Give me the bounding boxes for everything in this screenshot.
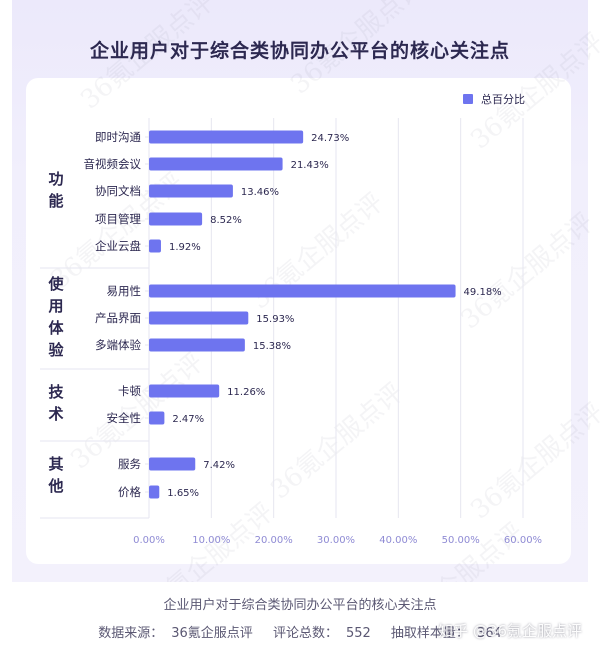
bar — [149, 311, 249, 325]
category-label: 多端体验 — [95, 338, 141, 352]
group-label-char: 使 — [47, 275, 64, 293]
bar-value-label: 2.47% — [172, 414, 204, 425]
bar-value-label: 21.43% — [291, 160, 329, 171]
bar-value-label: 11.26% — [227, 387, 265, 398]
group-label-char: 体 — [48, 319, 64, 337]
group-label-char: 技 — [48, 383, 64, 401]
x-tick-label: 40.00% — [379, 535, 417, 546]
category-label: 即时沟通 — [95, 130, 141, 144]
review-info: 评论总数： 552 — [269, 626, 375, 641]
review-count-value: 552 — [345, 626, 371, 641]
x-tick-label: 30.00% — [317, 535, 355, 546]
data-source-label: 数据来源： — [98, 626, 164, 641]
group-label: 功能 — [48, 170, 63, 210]
x-axis-ticks: 0.00% 10.00% 20.00% 30.00% 40.00% 50.00% 60.00… — [133, 535, 542, 546]
bar — [149, 130, 304, 144]
group-label-char: 能 — [48, 192, 63, 210]
category-label: 产品界面 — [95, 311, 141, 325]
bar — [149, 212, 203, 226]
watermark-text: 36氪企服点评 — [285, 0, 429, 100]
group-label-char: 用 — [48, 297, 63, 315]
sample-value: 364 — [476, 626, 502, 641]
legend: 总百分比 — [463, 92, 525, 106]
bar — [149, 384, 220, 398]
review-count-label: 评论总数： — [272, 626, 338, 641]
bar — [149, 239, 161, 253]
bar — [149, 184, 233, 198]
chart-title: 企业用户对于综合类协同办公平台的核心关注点 — [89, 40, 510, 62]
group-label-char: 他 — [47, 477, 63, 495]
bar — [149, 457, 196, 471]
x-tick-label: 0.00% — [133, 535, 165, 546]
zhihu-watermark: 知乎 @36氪企服点评 — [438, 622, 582, 640]
category-label: 安全性 — [107, 411, 142, 425]
category-label: 音视频会议 — [84, 157, 142, 171]
bar-value-label: 49.18% — [464, 287, 502, 298]
watermark-text: 36氪企服点评 — [455, 208, 599, 336]
watermark-text: 36氪企服点评 — [75, 0, 219, 115]
watermark-text: 36氪企服点评 — [265, 378, 409, 506]
legend-swatch — [463, 94, 473, 104]
sample-info: 抽取样本量： 364 — [387, 626, 506, 641]
bar — [149, 284, 456, 298]
bars: 即时沟通 24.73% 音视频会议 21.43% 协同文档 13.46% 项目管理 8.52%… — [84, 130, 502, 499]
bar-value-label: 1.65% — [167, 488, 199, 499]
watermark-text: 36氪企服点评 — [385, 518, 529, 582]
bar-value-label: 1.92% — [169, 242, 201, 253]
bar-value-label: 15.38% — [253, 341, 291, 352]
watermark-text: 36氪企服点评 — [465, 398, 600, 526]
bar — [149, 411, 165, 425]
bar — [149, 157, 283, 171]
bar — [149, 338, 245, 352]
group-label: 技术 — [48, 383, 64, 423]
group-label-char: 其 — [48, 455, 63, 473]
group-label-char: 术 — [48, 405, 63, 423]
bar-value-label: 15.93% — [256, 314, 294, 325]
group-label-char: 验 — [48, 341, 64, 359]
data-source-value: 36氪企服点评 — [171, 626, 253, 641]
category-label: 企业云盘 — [95, 239, 141, 253]
x-tick-label: 60.00% — [504, 535, 542, 546]
bar-value-label: 7.42% — [203, 460, 235, 471]
bar-value-label: 13.46% — [241, 187, 279, 198]
legend-label: 总百分比 — [481, 92, 525, 106]
sample-label: 抽取样本量： — [390, 626, 469, 641]
x-tick-label: 50.00% — [442, 535, 480, 546]
category-label: 价格 — [118, 485, 141, 499]
figure-caption: 企业用户对于综合类协同办公平台的核心关注点 — [163, 598, 437, 613]
bar-value-label: 8.52% — [210, 215, 242, 226]
group-label-char: 功 — [48, 170, 63, 188]
watermark-text: 36氪企服点评 — [465, 28, 600, 156]
category-label: 协同文档 — [95, 184, 141, 198]
bar-value-label: 24.73% — [311, 133, 349, 144]
category-label: 卡顿 — [118, 384, 141, 398]
x-tick-label: 10.00% — [192, 535, 230, 546]
chart-card — [26, 78, 571, 564]
source-line: 数据来源： 36氪企服点评 评论总数： 552 抽取样本量： 364 — [0, 622, 600, 641]
source-info: 数据来源： 36氪企服点评 — [94, 626, 257, 641]
category-label: 项目管理 — [95, 212, 141, 226]
category-label: 服务 — [118, 457, 141, 471]
category-label: 易用性 — [107, 284, 142, 298]
group-label: 其他 — [47, 455, 63, 495]
bar — [149, 485, 160, 499]
x-tick-label: 20.00% — [255, 535, 293, 546]
